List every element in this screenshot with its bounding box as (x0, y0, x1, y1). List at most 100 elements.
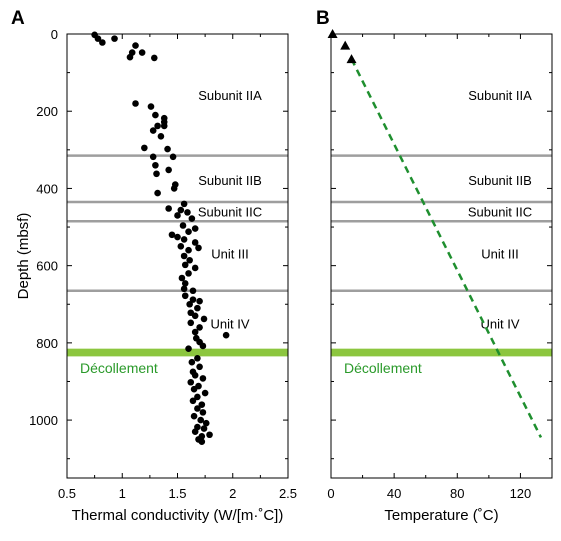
data-point (180, 252, 188, 260)
decollement-label: Décollement (344, 360, 422, 376)
unit-label: Unit IV (210, 317, 249, 332)
data-point (174, 233, 181, 241)
data-point (197, 416, 205, 424)
y-tick-label: 0 (51, 27, 58, 42)
x-tick-label: 40 (387, 486, 401, 501)
data-point (202, 419, 210, 427)
data-point (186, 300, 193, 308)
data-point (160, 122, 168, 130)
data-point (152, 161, 159, 169)
data-point (191, 239, 199, 246)
data-point (94, 35, 102, 42)
plot-frame (330, 33, 553, 479)
data-point (170, 185, 178, 192)
data-point (191, 264, 199, 272)
data-point (199, 375, 207, 382)
data-point (168, 231, 176, 239)
x-axis-title: Thermal conductivity (W/[m·˚C]) (72, 507, 284, 524)
data-point (194, 405, 201, 412)
y-tick-label: 200 (36, 104, 58, 119)
y-tick-label: 600 (36, 259, 58, 274)
data-point (185, 270, 192, 277)
data-point (152, 111, 159, 119)
data-point (196, 297, 203, 305)
x-axis-title: Temperature (˚C) (384, 507, 498, 524)
data-point (201, 389, 209, 397)
data-point (198, 401, 206, 408)
unit-label: Subunit IIA (468, 88, 532, 103)
data-point (196, 324, 203, 331)
x-tick-label: 80 (450, 486, 464, 501)
data-point (187, 319, 195, 327)
unit-label: Subunit IIC (198, 205, 262, 220)
unit-label: Unit III (211, 246, 249, 261)
decollement-label: Décollement (80, 360, 158, 376)
data-point (194, 355, 201, 362)
data-point (196, 363, 203, 371)
temperature-point (327, 29, 338, 38)
panel-b: 0 40 80 120 Subunit IIA Subunit IIB Subunit II… (316, 8, 553, 524)
data-point (194, 304, 201, 312)
data-point (186, 256, 193, 264)
data-point (188, 215, 196, 222)
unit-label: Subunit IIA (198, 88, 262, 103)
data-point (191, 328, 199, 336)
data-point (150, 54, 158, 62)
x-tick-label: 0.5 (58, 486, 76, 501)
decollement-band (67, 348, 288, 357)
data-point (126, 53, 134, 61)
data-point (189, 397, 197, 405)
data-point (154, 122, 161, 130)
data-point (111, 35, 118, 42)
data-point (181, 292, 189, 300)
data-point (189, 296, 197, 303)
data-point (191, 312, 199, 320)
decollement-band (331, 348, 552, 357)
data-point (199, 409, 207, 416)
data-point (195, 244, 202, 252)
data-point (190, 385, 198, 393)
y-tick-label: 1000 (29, 413, 58, 428)
x-tick-label: 0 (327, 486, 334, 501)
data-point (190, 412, 198, 420)
unit-label: Subunit IIB (198, 173, 262, 188)
unit-label: Unit IV (480, 317, 519, 332)
data-point (164, 145, 171, 153)
y-tick-label: 400 (36, 181, 58, 196)
data-point (149, 153, 157, 161)
data-point (177, 243, 185, 250)
data-point (194, 393, 201, 401)
data-point (138, 49, 146, 56)
data-point (200, 425, 208, 432)
x-tick-label: 2.5 (279, 486, 297, 501)
data-point (132, 100, 139, 107)
data-point (165, 205, 172, 212)
data-point (181, 280, 189, 287)
data-point (188, 358, 196, 366)
data-point (180, 200, 188, 208)
temperature-point (346, 54, 357, 64)
panel-label: B (316, 8, 330, 29)
data-point (222, 331, 230, 339)
data-point (178, 274, 186, 282)
data-point (199, 342, 207, 350)
data-point (132, 42, 139, 49)
y-tick-label: 800 (36, 336, 58, 351)
x-tick-label: 120 (510, 486, 532, 501)
data-point (184, 209, 191, 216)
data-point (191, 372, 199, 379)
unit-label: Subunit IIB (468, 173, 532, 188)
unit-label: Unit III (481, 246, 519, 261)
data-point (189, 287, 197, 295)
data-point (153, 170, 160, 178)
y-axis-title: Depth (mbsf) (15, 213, 32, 300)
unit-label: Subunit IIC (468, 205, 532, 220)
data-point (206, 431, 213, 439)
x-tick-label: 1 (119, 486, 126, 501)
data-point (191, 428, 199, 435)
data-point (141, 144, 148, 152)
data-point (165, 166, 172, 174)
data-point (185, 228, 192, 235)
